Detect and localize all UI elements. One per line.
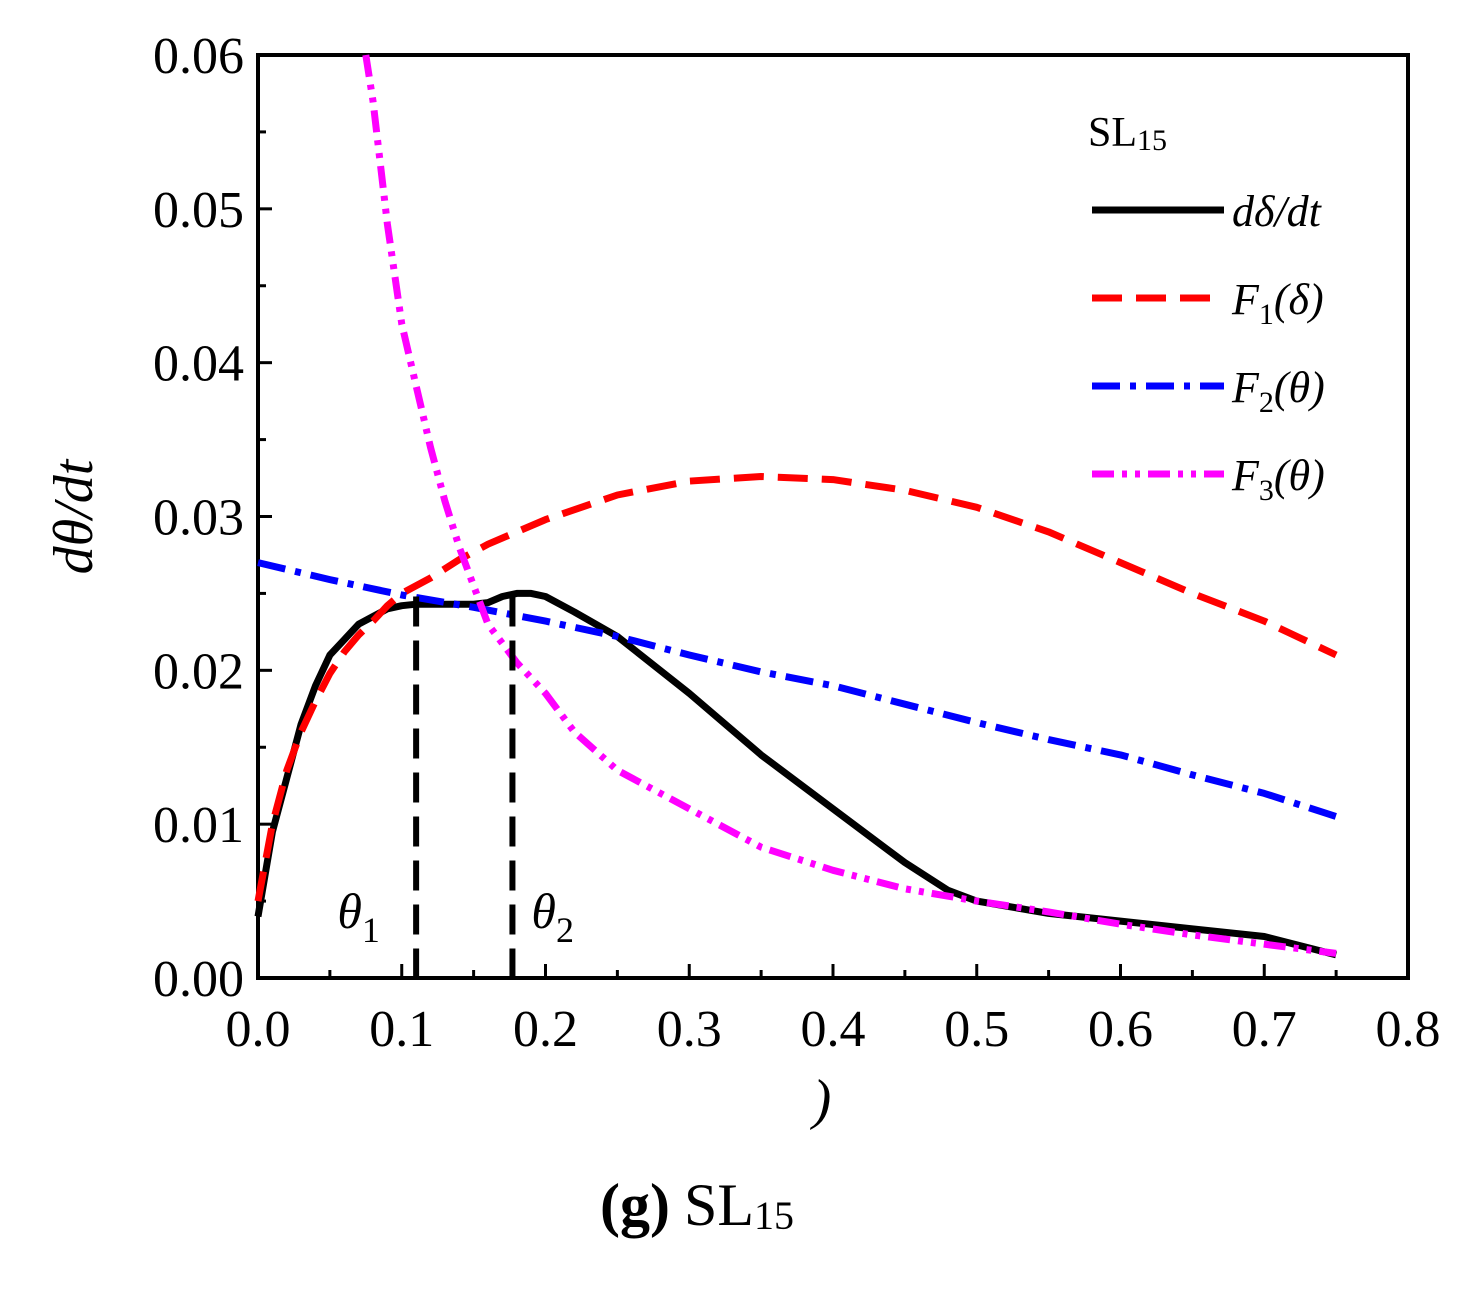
vline-label-2: θ2	[531, 883, 574, 950]
x-tick-label: 0.0	[226, 1001, 291, 1058]
series-layer	[254, 54, 1338, 959]
legend-label-main: F	[1231, 363, 1260, 412]
legend-label-main: F	[1231, 451, 1260, 500]
y-axis-label: dθ/dt	[43, 458, 105, 574]
vline-label-sub: 2	[556, 910, 574, 950]
y-tick-label: 0.02	[153, 643, 244, 700]
legend-label-1: dδ/dt	[1232, 187, 1323, 236]
x-axis-label: )	[810, 1069, 832, 1131]
x-tick-label: 0.8	[1376, 1001, 1441, 1058]
legend-label-main: F	[1231, 275, 1260, 324]
y-tick-label: 0.03	[153, 490, 244, 547]
y-tick-label: 0.05	[153, 182, 244, 239]
caption-prefix: (g)	[600, 1172, 670, 1238]
legend-label-arg: (δ)	[1274, 275, 1324, 324]
x-tick-label: 0.4	[801, 1001, 866, 1058]
vline-label-main: θ	[531, 883, 556, 939]
legend-title: SL15	[1088, 110, 1167, 157]
y-tick-label: 0.01	[153, 797, 244, 854]
caption-main: SL	[684, 1172, 754, 1238]
y-tick-label: 0.06	[153, 28, 244, 85]
caption-sub: 15	[754, 1193, 794, 1238]
legend-label-4: F3(θ)	[1231, 451, 1325, 507]
x-tick-label: 0.1	[369, 1001, 434, 1058]
legend-title-main: SL	[1088, 110, 1137, 156]
legend-label-arg: (θ)	[1274, 451, 1325, 500]
x-tick-label: 0.7	[1232, 1001, 1297, 1058]
x-axis-ticks: 0.0 0.1 0.2 0.3 0.4 0.5 0.6 0.7 0.8	[226, 964, 1441, 1058]
legend-label-arg: (θ)	[1274, 363, 1325, 412]
figure-caption: (g) SL15	[600, 1172, 794, 1238]
legend-label-2: F1(δ)	[1231, 275, 1324, 331]
legend-label-3: F2(θ)	[1231, 363, 1325, 419]
legend-label-sub: 2	[1259, 386, 1274, 419]
x-tick-label: 0.2	[513, 1001, 578, 1058]
legend-label-main: dδ/dt	[1232, 187, 1323, 236]
legend-label-sub: 1	[1259, 298, 1274, 331]
x-tick-label: 0.6	[1088, 1001, 1153, 1058]
y-axis-ticks: 0.00 0.01 0.02 0.03 0.04 0.05 0.06	[153, 28, 272, 1008]
x-tick-label: 0.5	[944, 1001, 1009, 1058]
vline-label-main: θ	[337, 883, 362, 939]
series-line-2	[254, 473, 1338, 902]
vline-layer: θ1 θ2	[337, 596, 574, 976]
y-tick-label: 0.04	[153, 336, 244, 393]
legend-title-sub: 15	[1137, 124, 1167, 157]
series-line-1	[254, 589, 1337, 959]
y-tick-label: 0.00	[153, 951, 244, 1008]
series-line-4	[362, 54, 1337, 957]
series-line-3	[257, 559, 1338, 820]
vline-label-1: θ1	[337, 883, 380, 950]
x-tick-label: 0.3	[657, 1001, 722, 1058]
vline-label-sub: 1	[362, 910, 380, 950]
legend-label-sub: 3	[1259, 474, 1274, 507]
